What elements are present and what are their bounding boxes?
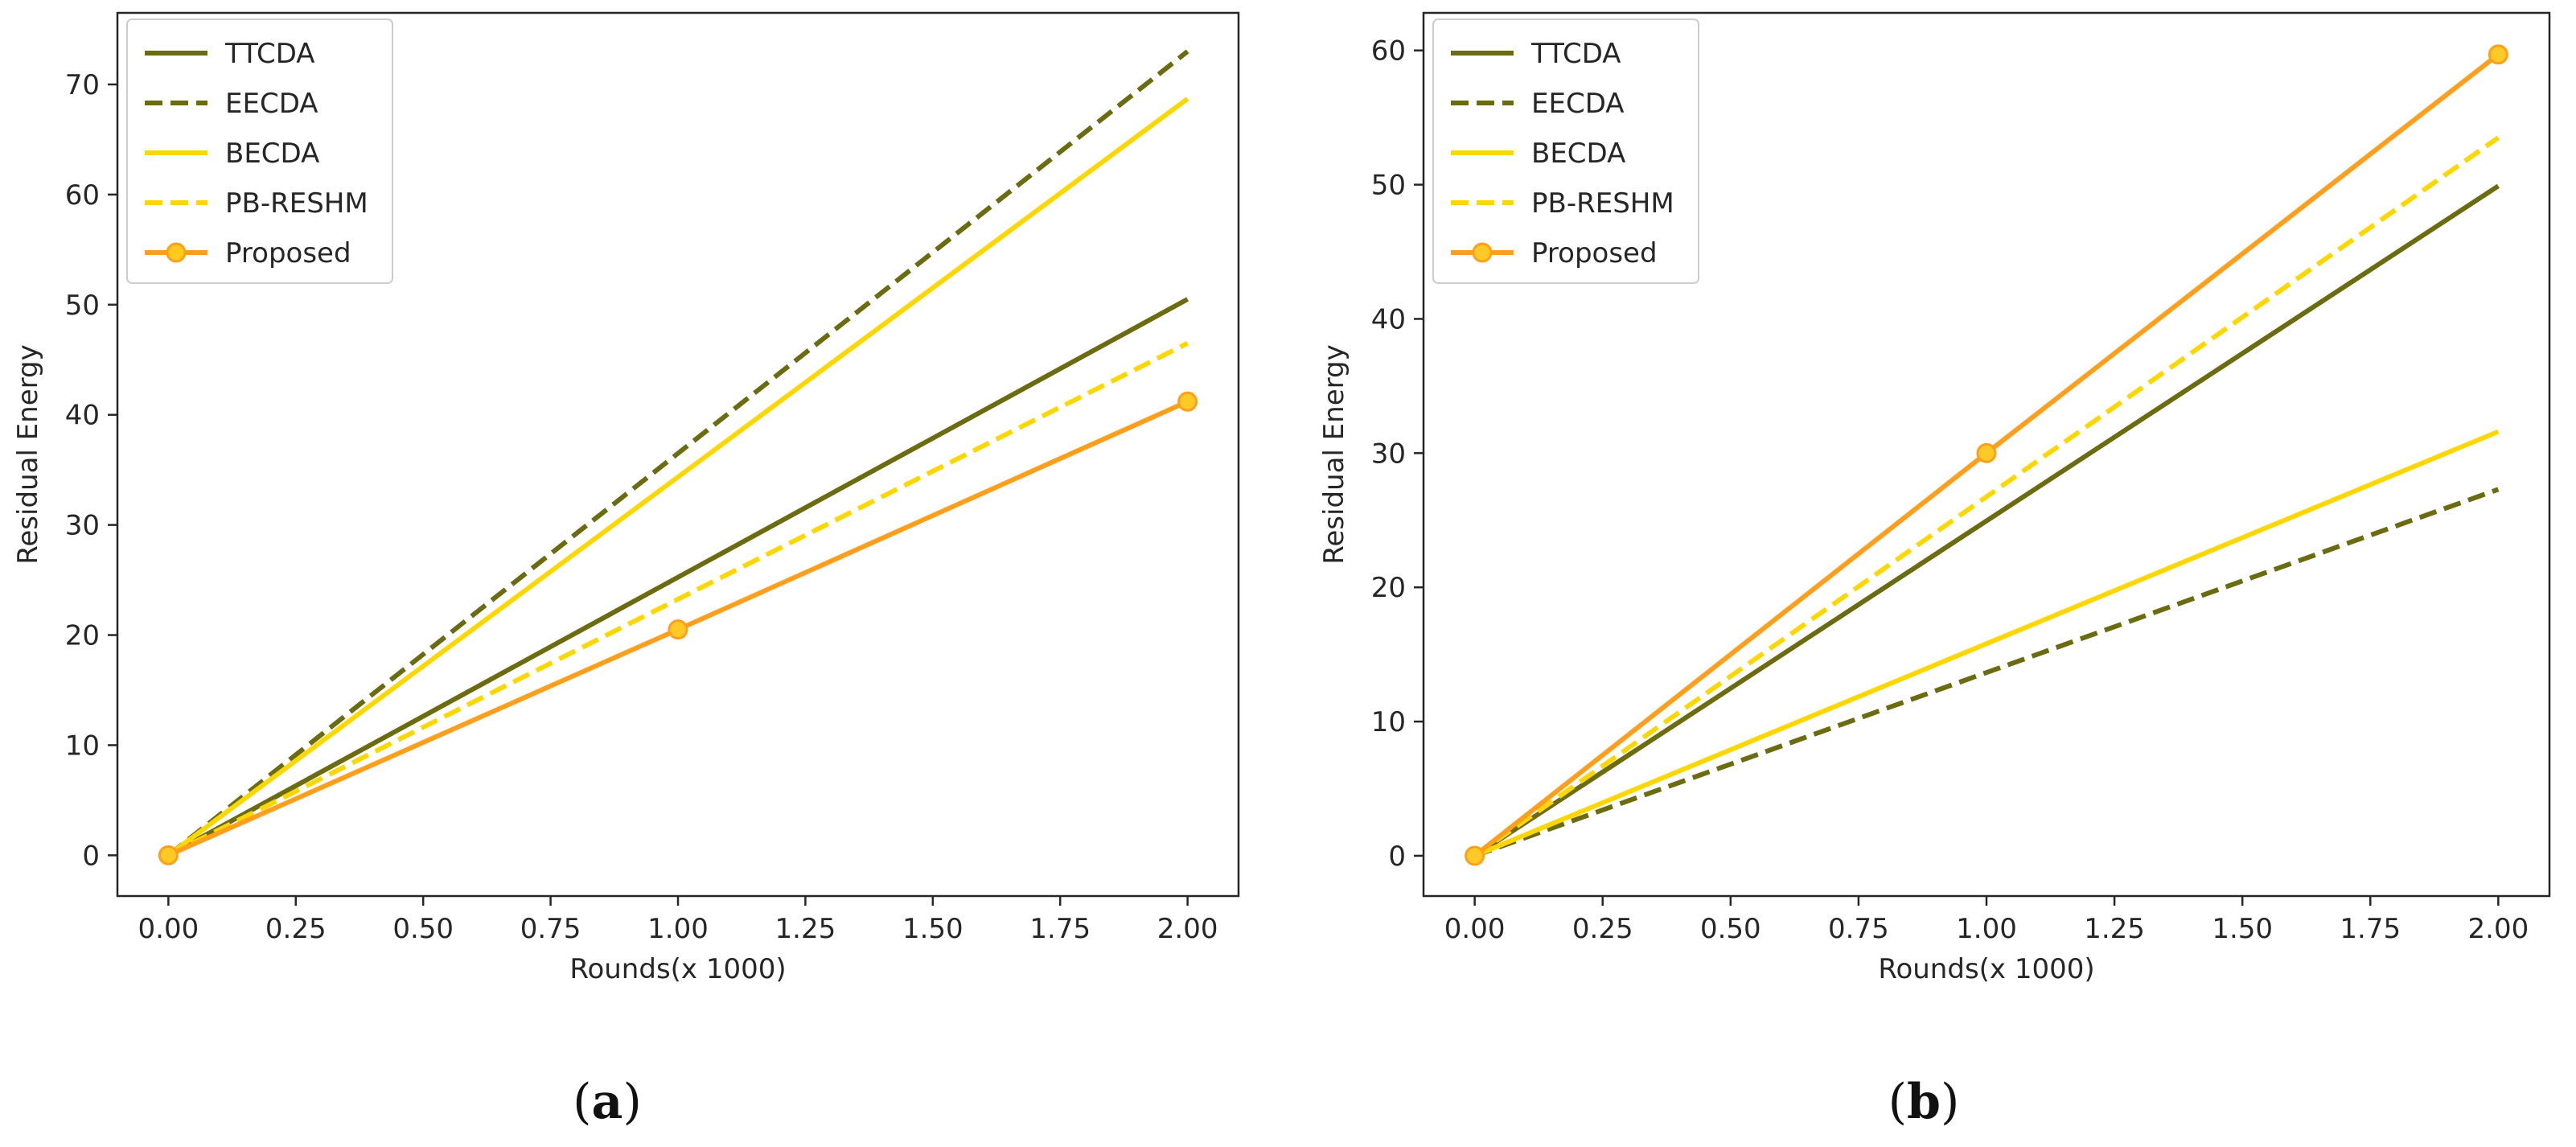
series-line-ttcda: [1473, 183, 2500, 858]
x-tick-label: 1.50: [2212, 913, 2273, 945]
x-tick-label: 1.50: [902, 913, 963, 945]
series-line-pb-reshm: [167, 341, 1189, 858]
legend-label: PB-RESHM: [1531, 187, 1674, 220]
x-tick-label: 2.00: [2468, 913, 2529, 945]
legend-box: [1432, 18, 1699, 284]
y-tick-label: 50: [1371, 170, 1406, 202]
series-line-becda: [1473, 429, 2500, 858]
legend-label: Proposed: [225, 237, 351, 269]
legend-label: TTCDA: [1530, 38, 1621, 70]
y-axis-label: Residual Energy: [1318, 344, 1350, 564]
x-tick-label: 1.00: [647, 913, 709, 945]
legend-marker: [166, 242, 187, 263]
y-axis-label: Residual Energy: [12, 344, 44, 564]
y-tick-label: 70: [65, 69, 100, 101]
x-tick-label: 0.50: [1700, 913, 1761, 945]
x-tick-label: 0.00: [1444, 913, 1506, 945]
y-tick-label: 20: [65, 620, 100, 652]
y-tick-label: 20: [1371, 572, 1406, 604]
panel-caption-letter: a: [592, 1074, 623, 1130]
y-tick-label: 10: [65, 730, 100, 762]
series-line-becda: [166, 97, 1189, 857]
legend-label: EECDA: [225, 88, 318, 120]
y-tick-label: 50: [65, 290, 100, 322]
legend-box: [126, 18, 393, 284]
chart-panel-b: 0.00 0.25 0.50 0.75 1.00 1.25 1.50 1.75 2.00 0 10 2…: [1318, 11, 2551, 1130]
panel-caption: (b): [1888, 1074, 1960, 1130]
y-tick-label: 30: [65, 510, 100, 542]
legend-label: BECDA: [225, 138, 319, 170]
legend-label: PB-RESHM: [225, 187, 368, 220]
panel-caption-letter: b: [1907, 1074, 1941, 1130]
series-line-eecda: [1473, 487, 2500, 858]
y-tick-label: 30: [1371, 438, 1406, 470]
x-tick-label: 0.75: [520, 913, 581, 945]
x-tick-label: 1.25: [2084, 913, 2145, 945]
y-tick-label: 0: [1388, 841, 1406, 873]
x-tick-label: 0.75: [1828, 913, 1889, 945]
chart-panel-a: 0.00 0.25 0.50 0.75 1.00 1.25 1.50 1.75 2.00 0 10 2…: [12, 11, 1240, 1130]
data-point-proposed: [2488, 44, 2508, 65]
y-tick-label: 40: [65, 400, 100, 432]
legend-label: EECDA: [1531, 88, 1625, 120]
x-tick-label: 1.75: [1029, 913, 1091, 945]
x-tick-label: 0.50: [392, 913, 454, 945]
data-point-proposed: [158, 845, 179, 865]
x-axis-label: Rounds(x 1000): [569, 953, 786, 985]
legend-marker: [1472, 242, 1493, 263]
data-point-proposed: [1177, 391, 1198, 412]
y-tick-label: 40: [1371, 303, 1406, 335]
data-point-proposed: [1465, 845, 1485, 866]
series-line-ttcda: [166, 297, 1189, 857]
x-tick-label: 1.75: [2340, 913, 2401, 945]
legend-label: Proposed: [1531, 237, 1658, 269]
y-tick-label: 0: [82, 840, 100, 872]
x-tick-label: 1.25: [775, 913, 836, 945]
x-tick-label: 1.00: [1956, 913, 2017, 945]
y-tick-label: 10: [1371, 706, 1406, 738]
legend-label: BECDA: [1531, 138, 1625, 170]
legend-label: TTCDA: [224, 38, 315, 70]
y-tick-label: 60: [1371, 35, 1406, 68]
x-tick-label: 0.25: [1572, 913, 1633, 945]
x-tick-label: 2.00: [1157, 913, 1218, 945]
data-point-proposed: [1976, 442, 1997, 463]
x-tick-label: 0.25: [265, 913, 327, 945]
data-point-proposed: [668, 619, 688, 640]
y-tick-label: 60: [65, 179, 100, 212]
panel-caption: (a): [573, 1074, 642, 1130]
x-axis-label: Rounds(x 1000): [1878, 953, 2094, 985]
x-tick-label: 0.00: [138, 913, 199, 945]
series-line-pb-reshm: [1473, 135, 2500, 858]
series-line-eecda: [166, 49, 1189, 857]
